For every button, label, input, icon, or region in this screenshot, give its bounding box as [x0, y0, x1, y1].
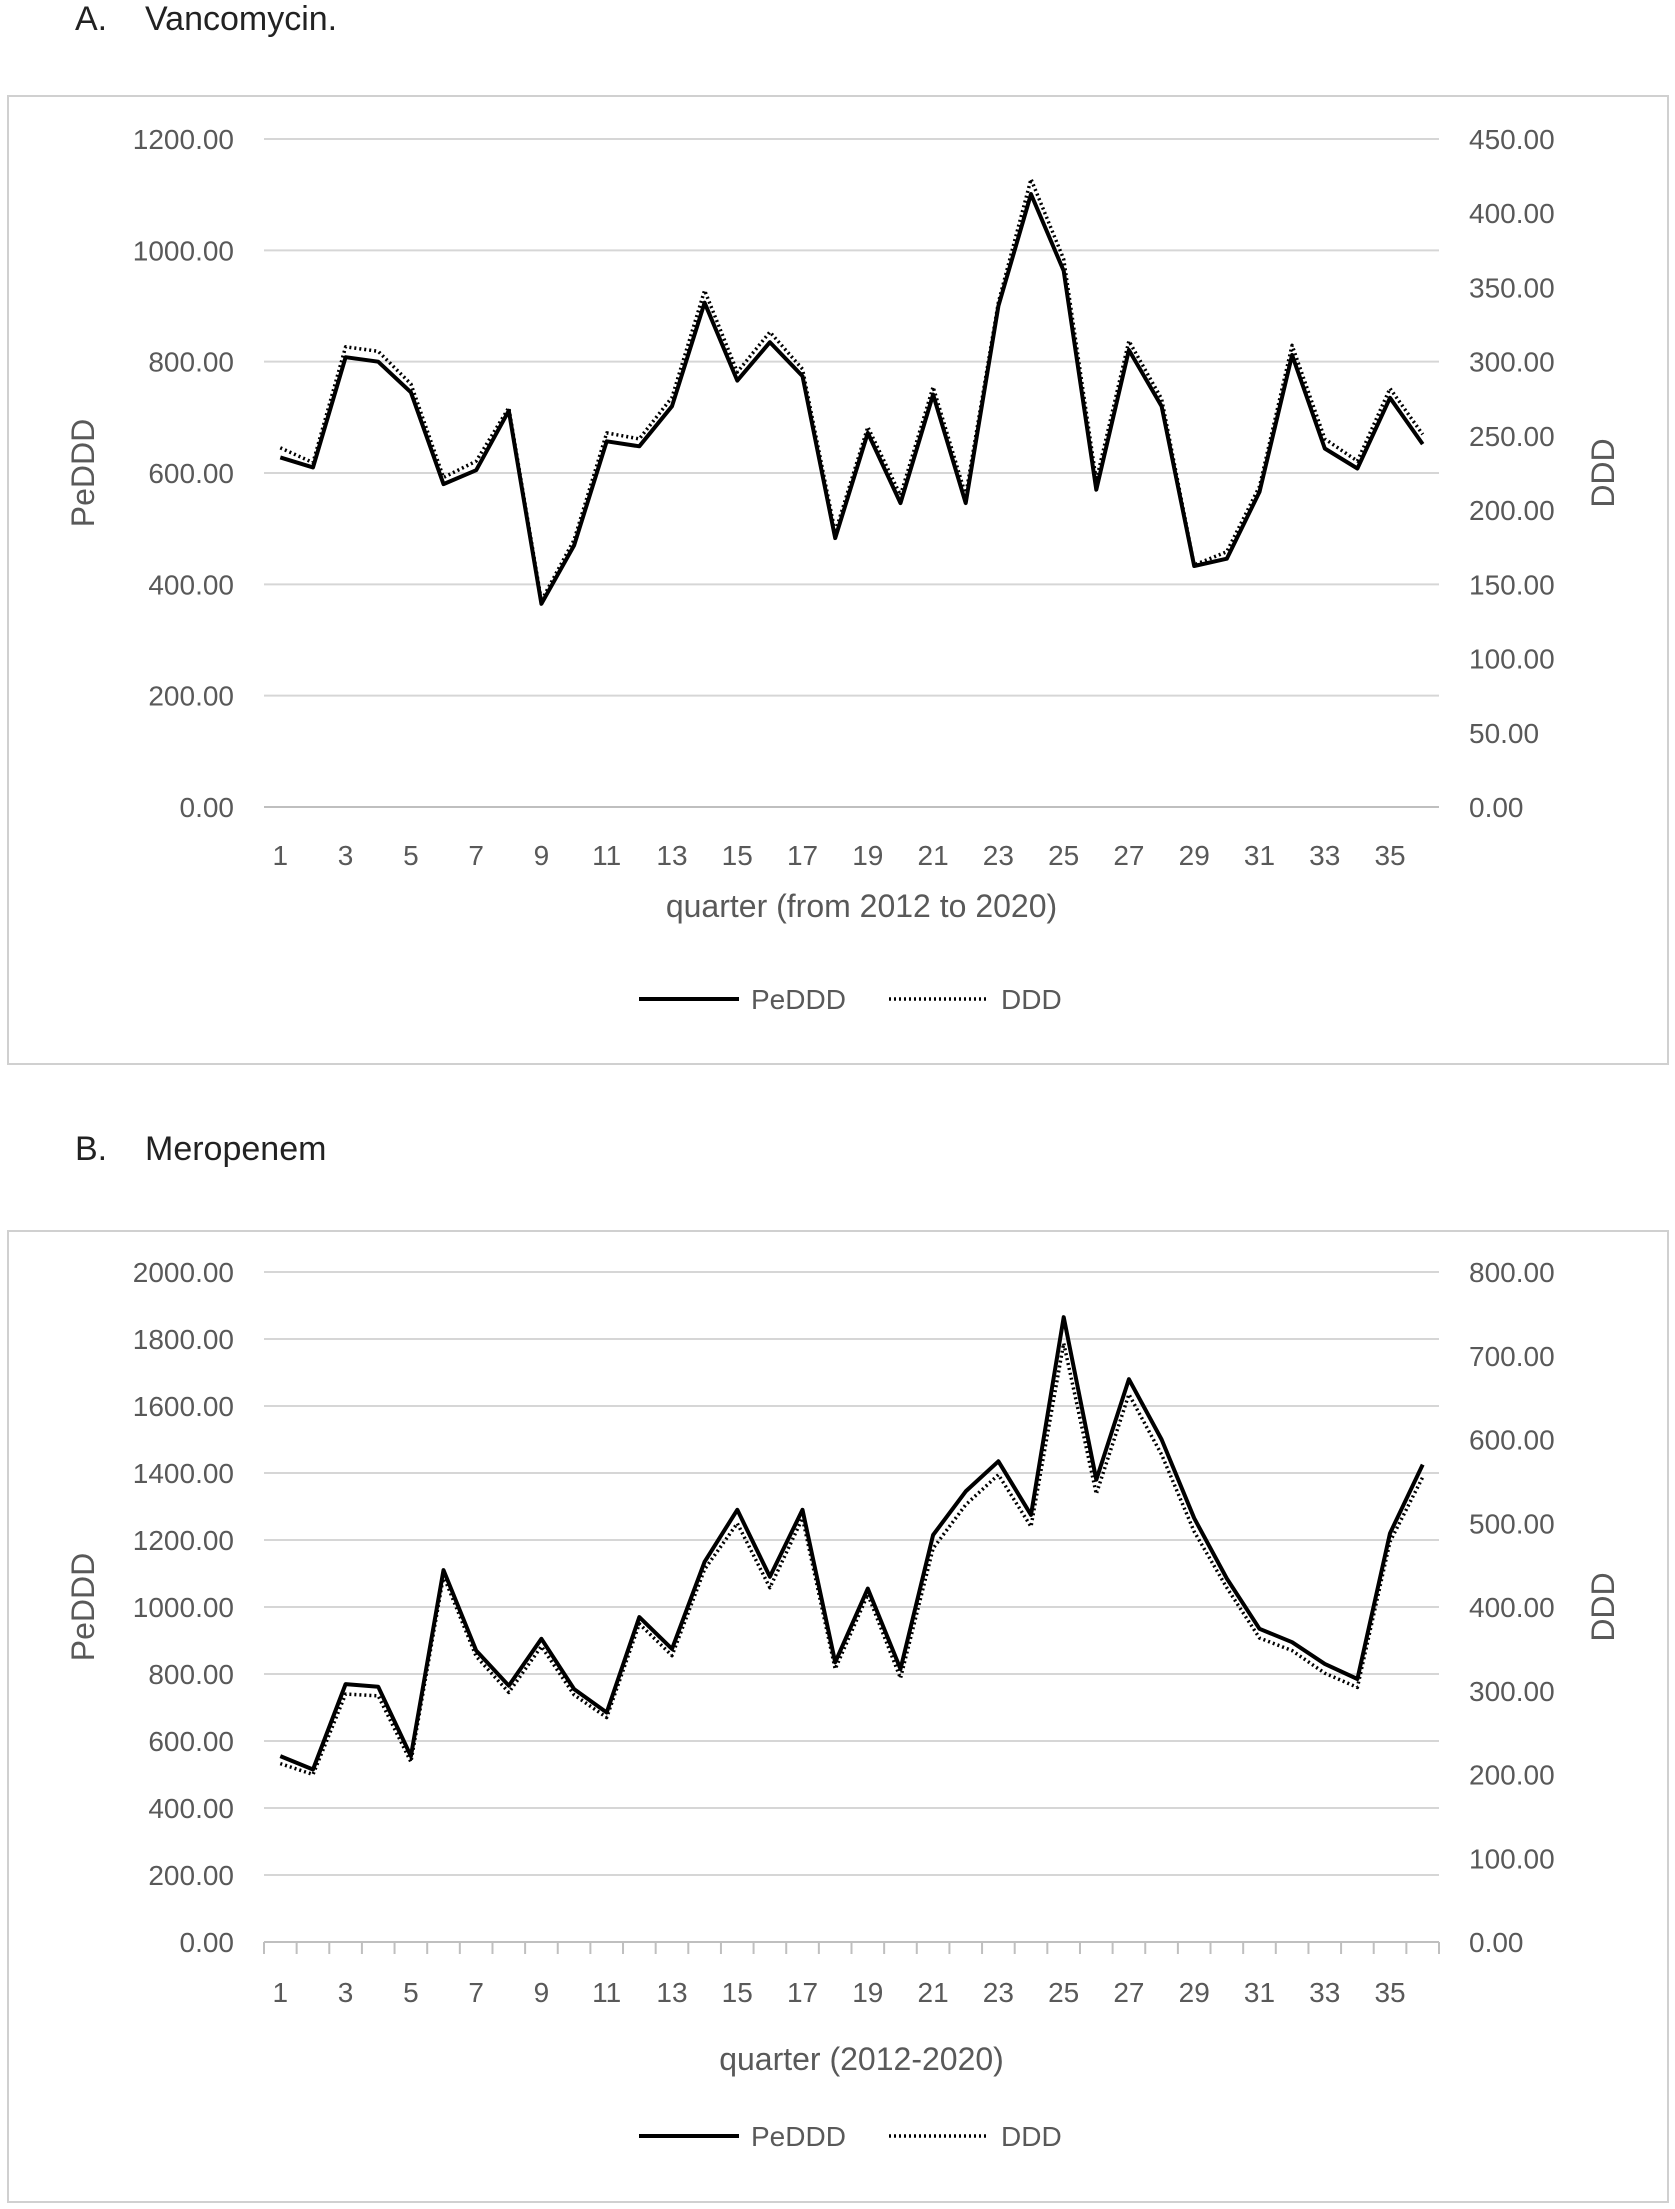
chart-b-y-left-tick-label: 1200.00 [133, 1525, 234, 1556]
chart-b-y-right-tick-label: 700.00 [1469, 1341, 1555, 1372]
chart-b: 0.00200.00400.00600.00800.001000.001200.… [65, 1257, 1621, 2152]
chart-a-series-peddd-line [279, 192, 1425, 606]
chart-a-y-left-axis-title: PeDDD [65, 419, 101, 527]
chart-a: 0.00200.00400.00600.00800.001000.001200.… [65, 124, 1621, 1015]
panel-b-letter: B. [75, 1130, 108, 1168]
chart-a-x-tick-label: 13 [656, 840, 687, 871]
chart-b-x-axis-title: quarter (2012-2020) [719, 2041, 1004, 2077]
chart-a-x-tick-label: 5 [403, 840, 419, 871]
chart-a-x-tick-label: 31 [1244, 840, 1275, 871]
chart-a-legend-label-ddd: DDD [1001, 984, 1062, 1015]
chart-a-x-tick-label: 1 [273, 840, 289, 871]
chart-b-x-tick-label: 21 [918, 1977, 949, 2008]
chart-a-x-tick-label: 19 [852, 840, 883, 871]
chart-a-x-tick-label: 33 [1309, 840, 1340, 871]
chart-b-y-left-tick-label: 1000.00 [133, 1592, 234, 1623]
chart-b-x-tick-label: 29 [1179, 1977, 1210, 2008]
chart-b-y-right-tick-label: 800.00 [1469, 1257, 1555, 1288]
chart-a-x-tick-label: 11 [592, 840, 621, 871]
chart-b-x-tick-label: 25 [1048, 1977, 1079, 2008]
chart-a-y-right-tick-label: 250.00 [1469, 421, 1555, 452]
chart-a-x-tick-label: 23 [983, 840, 1014, 871]
chart-a-y-right-tick-label: 0.00 [1469, 792, 1524, 823]
chart-b-y-left-tick-label: 1800.00 [133, 1324, 234, 1355]
chart-b-y-right-axis-title: DDD [1585, 1572, 1621, 1641]
chart-b-frame: 0.00 200.00 400.00 600.00 800.00 1000.00 1200.… [7, 1230, 1669, 2203]
chart-b-y-left-tick-label: 200.00 [148, 1860, 234, 1891]
chart-b-y-right-tick-label: 300.00 [1469, 1676, 1555, 1707]
chart-b-x-tick-label: 19 [852, 1977, 883, 2008]
chart-b-y-left-tick-label: 800.00 [148, 1659, 234, 1690]
chart-a-x-tick-label: 17 [787, 840, 818, 871]
chart-b-series-ddd-line [279, 1341, 1425, 1777]
chart-a-y-right-tick-label: 350.00 [1469, 272, 1555, 303]
chart-a-x-tick-label: 3 [338, 840, 354, 871]
chart-a-x-tick-label: 27 [1113, 840, 1144, 871]
chart-b-x-tick-label: 7 [468, 1977, 484, 2008]
chart-b-y-left-tick-label: 600.00 [148, 1726, 234, 1757]
chart-b-y-right-tick-label: 600.00 [1469, 1425, 1555, 1456]
chart-a-y-right-tick-label: 150.00 [1469, 569, 1555, 600]
chart-b-x-tick-label: 3 [338, 1977, 354, 2008]
chart-a-y-right-tick-label: 300.00 [1469, 347, 1555, 378]
chart-b-series-peddd-line [279, 1315, 1425, 1772]
chart-b-y-left-tick-label: 1400.00 [133, 1458, 234, 1489]
chart-b-x-tick-label: 13 [656, 1977, 687, 2008]
panel-a-label: Vancomycin. [145, 0, 338, 38]
chart-a-y-left-tick-label: 1200.00 [133, 124, 234, 155]
chart-b-x-tick-label: 1 [273, 1977, 289, 2008]
chart-b-x-tick-label: 35 [1374, 1977, 1405, 2008]
chart-b-y-right-tick-label: 0.00 [1469, 1927, 1524, 1958]
panel-a-title: A. Vancomycin. [75, 0, 337, 39]
chart-b-y-left-axis-title: PeDDD [65, 1553, 101, 1661]
chart-a-y-left-tick-label: 600.00 [148, 458, 234, 489]
chart-b-x-tick-label: 17 [787, 1977, 818, 2008]
chart-a-legend-label-peddd: PeDDD [751, 984, 846, 1015]
panel-b-label: Meropenem [145, 1130, 327, 1168]
chart-b-y-right-tick-label: 100.00 [1469, 1843, 1555, 1874]
chart-a-y-right-axis-title: DDD [1585, 438, 1621, 507]
chart-b-y-right-tick-label: 500.00 [1469, 1508, 1555, 1539]
chart-a-y-right-tick-label: 200.00 [1469, 495, 1555, 526]
chart-a-y-right-tick-label: 50.00 [1469, 718, 1539, 749]
chart-a-y-left-tick-label: 0.00 [180, 792, 235, 823]
chart-b-y-left-tick-label: 0.00 [180, 1927, 235, 1958]
chart-b-x-tick-label: 27 [1113, 1977, 1144, 2008]
chart-a-x-tick-label: 29 [1179, 840, 1210, 871]
chart-b-x-tick-label: 5 [403, 1977, 419, 2008]
chart-a-frame: 0.00 200.00 400.00 600.00 800.00 1000.00 1200.… [7, 95, 1669, 1065]
chart-a-y-left-tick-label: 200.00 [148, 681, 234, 712]
chart-a-x-tick-label: 7 [468, 840, 484, 871]
chart-b-x-tick-label: 9 [534, 1977, 550, 2008]
chart-b-legend-label-peddd: PeDDD [751, 2121, 846, 2152]
chart-a-x-axis-title: quarter (from 2012 to 2020) [666, 888, 1057, 924]
chart-b-x-tick-label: 11 [592, 1977, 621, 2008]
chart-a-y-right-tick-label: 100.00 [1469, 644, 1555, 675]
chart-a-x-tick-label: 15 [722, 840, 753, 871]
panel-b-title: B. Meropenem [75, 1130, 326, 1169]
chart-b-y-right-tick-label: 200.00 [1469, 1760, 1555, 1791]
chart-a-x-tick-label: 25 [1048, 840, 1079, 871]
chart-a-y-right-tick-label: 400.00 [1469, 198, 1555, 229]
chart-b-x-tick-label: 15 [722, 1977, 753, 2008]
chart-b-x-tick-label: 31 [1244, 1977, 1275, 2008]
chart-a-y-right-tick-label: 450.00 [1469, 124, 1555, 155]
chart-a-series-ddd-line [279, 177, 1425, 603]
chart-b-x-tick-label: 23 [983, 1977, 1014, 2008]
chart-b-y-right-tick-label: 400.00 [1469, 1592, 1555, 1623]
chart-b-x-tick-label: 33 [1309, 1977, 1340, 2008]
panel-a-letter: A. [75, 0, 108, 38]
chart-b-legend-label-ddd: DDD [1001, 2121, 1062, 2152]
chart-b-y-left-tick-label: 2000.00 [133, 1257, 234, 1288]
chart-a-y-left-tick-label: 800.00 [148, 347, 234, 378]
chart-b-y-left-tick-label: 400.00 [148, 1793, 234, 1824]
chart-a-y-left-tick-label: 400.00 [148, 569, 234, 600]
chart-a-x-tick-label: 35 [1374, 840, 1405, 871]
chart-b-y-left-tick-label: 1600.00 [133, 1391, 234, 1422]
chart-a-x-tick-label: 21 [918, 840, 949, 871]
chart-a-y-left-tick-label: 1000.00 [133, 235, 234, 266]
chart-a-x-tick-label: 9 [534, 840, 550, 871]
